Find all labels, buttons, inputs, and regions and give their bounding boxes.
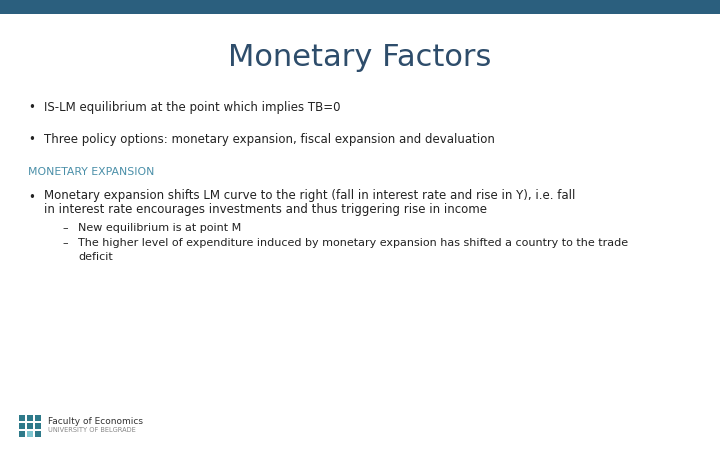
Text: Three policy options: monetary expansion, fiscal expansion and devaluation: Three policy options: monetary expansion… — [44, 134, 495, 147]
Text: deficit: deficit — [78, 252, 113, 262]
Text: UNIVERSITY OF BELGRADE: UNIVERSITY OF BELGRADE — [48, 427, 136, 433]
Text: •: • — [28, 134, 35, 147]
FancyBboxPatch shape — [35, 423, 41, 429]
FancyBboxPatch shape — [0, 0, 720, 14]
Text: in interest rate encourages investments and thus triggering rise in income: in interest rate encourages investments … — [44, 203, 487, 216]
Text: –: – — [62, 238, 68, 248]
Text: –: – — [62, 223, 68, 233]
Text: Faculty of Economics: Faculty of Economics — [48, 417, 143, 426]
Text: The higher level of expenditure induced by monetary expansion has shifted a coun: The higher level of expenditure induced … — [78, 238, 628, 248]
FancyBboxPatch shape — [35, 431, 41, 437]
FancyBboxPatch shape — [27, 423, 33, 429]
Text: •: • — [28, 192, 35, 204]
Text: New equilibrium is at point M: New equilibrium is at point M — [78, 223, 241, 233]
Text: IS-LM equilibrium at the point which implies TB=0: IS-LM equilibrium at the point which imp… — [44, 100, 341, 113]
Text: Monetary expansion shifts LM curve to the right (fall in interest rate and rise : Monetary expansion shifts LM curve to th… — [44, 189, 575, 202]
FancyBboxPatch shape — [27, 415, 33, 421]
Text: MONETARY EXPANSION: MONETARY EXPANSION — [28, 167, 154, 177]
FancyBboxPatch shape — [27, 431, 33, 437]
FancyBboxPatch shape — [19, 415, 25, 421]
FancyBboxPatch shape — [35, 415, 41, 421]
Text: Monetary Factors: Monetary Factors — [228, 44, 492, 72]
FancyBboxPatch shape — [19, 431, 25, 437]
Text: •: • — [28, 100, 35, 113]
FancyBboxPatch shape — [19, 423, 25, 429]
